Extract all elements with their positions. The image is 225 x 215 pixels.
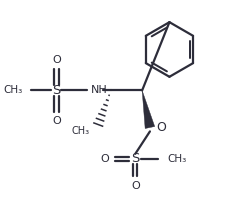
Polygon shape [142,91,154,129]
Text: O: O [155,121,165,134]
Text: S: S [130,152,139,165]
Text: O: O [52,116,61,126]
Text: NH: NH [90,85,107,95]
Text: CH₃: CH₃ [71,126,89,136]
Text: O: O [100,154,109,164]
Text: O: O [130,181,139,191]
Text: S: S [52,84,60,97]
Text: O: O [52,55,61,65]
Text: CH₃: CH₃ [167,154,186,164]
Text: CH₃: CH₃ [3,85,22,95]
